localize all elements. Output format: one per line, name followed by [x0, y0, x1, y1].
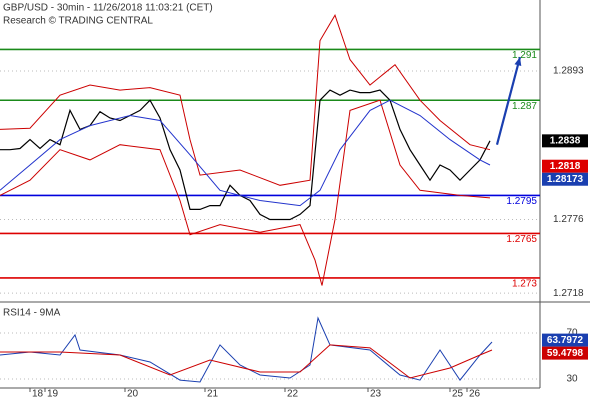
level-label: 1.2765	[506, 234, 537, 245]
x-tick-label: 26	[469, 389, 481, 400]
rsi-line	[0, 344, 493, 379]
x-tick-label: 20	[127, 389, 139, 400]
x-tick-label: 25	[452, 389, 464, 400]
price-marker-label: 59.4798	[547, 348, 584, 359]
x-tick-label: 22	[287, 389, 299, 400]
level-label: 1.2795	[506, 196, 537, 207]
rsi-tick-label: 70	[566, 328, 578, 339]
price-marker	[542, 333, 588, 347]
level-label: 1.273	[512, 279, 537, 290]
price-marker	[542, 172, 588, 186]
y-tick-label: 1.2893	[553, 66, 584, 77]
price-marker-label: 63.7972	[547, 335, 584, 346]
level-label: 1.287	[512, 101, 537, 112]
price-marker	[542, 134, 588, 148]
y-tick-label: 1.2718	[553, 288, 584, 299]
chart-subtitle: Research © TRADING CENTRAL	[3, 16, 153, 27]
band-line	[0, 14, 491, 186]
rsi-tick-label: 30	[566, 374, 578, 385]
ma-line	[0, 99, 491, 207]
forecast-arrowhead	[514, 57, 522, 67]
price-line	[0, 89, 491, 221]
price-marker-label: 1.28173	[547, 174, 584, 185]
band-line	[0, 99, 491, 286]
x-tick-label: 21	[207, 389, 219, 400]
rsi-title: RSI14 - 9MA	[3, 308, 61, 319]
level-label: 1.291	[512, 50, 537, 61]
x-tick-label: 19	[47, 389, 59, 400]
price-marker	[542, 159, 588, 173]
price-marker	[542, 346, 588, 360]
rsi-line	[0, 316, 493, 383]
forecast-line	[495, 56, 522, 145]
x-tick-label: 18	[32, 389, 44, 400]
y-tick-label: 1.2776	[553, 214, 584, 225]
chart-title: GBP/USD - 30min - 11/26/2018 11:03:21 (C…	[3, 3, 213, 14]
price-marker-label: 1.2818	[550, 161, 581, 172]
x-tick-label: 23	[370, 389, 382, 400]
price-marker-label: 1.2838	[550, 135, 581, 146]
